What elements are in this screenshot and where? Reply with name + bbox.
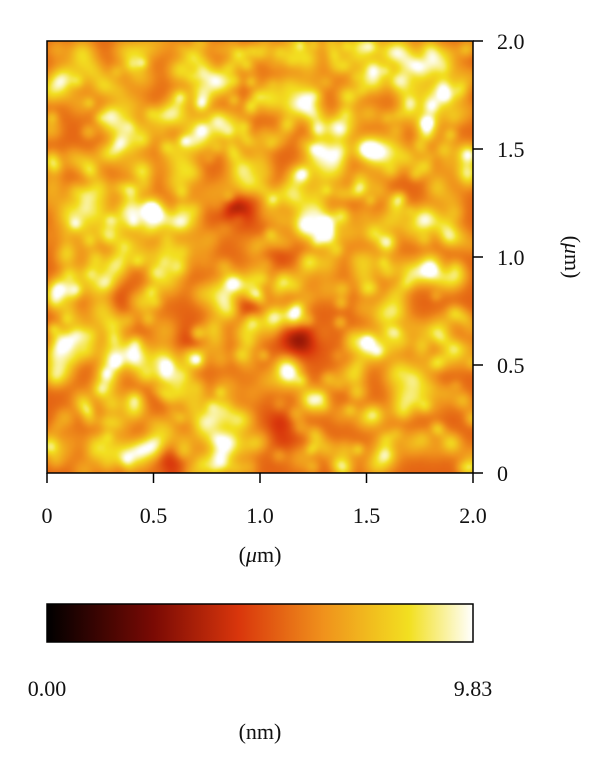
x-tick-label: 0.5	[140, 503, 168, 528]
x-tick-label: 1.0	[246, 503, 274, 528]
colorbar: 0.00 9.83 (nm)	[28, 603, 493, 744]
y-tick-label: 0	[497, 461, 508, 486]
colorbar-max-label: 9.83	[454, 676, 493, 701]
x-tick-label: 1.5	[353, 503, 381, 528]
y-axis: 0 0.5 1.0 1.5 2.0	[473, 29, 525, 486]
y-tick-label: 2.0	[497, 29, 525, 54]
x-axis-label: (μm)	[239, 542, 282, 567]
y-tick-label: 0.5	[497, 353, 525, 378]
colorbar-min-label: 0.00	[28, 676, 67, 701]
y-tick-label: 1.5	[497, 137, 525, 162]
height-map-canvas	[47, 41, 473, 473]
height-map	[46, 40, 474, 474]
x-tick-label: 0	[42, 503, 53, 528]
x-tick-label: 2.0	[459, 503, 487, 528]
colorbar-unit-label: (nm)	[239, 719, 282, 744]
y-tick-label: 1.0	[497, 245, 525, 270]
colorbar-gradient	[46, 603, 474, 643]
y-axis-label: (μm)	[560, 236, 585, 279]
x-axis: 0 0.5 1.0 1.5 2.0	[42, 473, 487, 528]
